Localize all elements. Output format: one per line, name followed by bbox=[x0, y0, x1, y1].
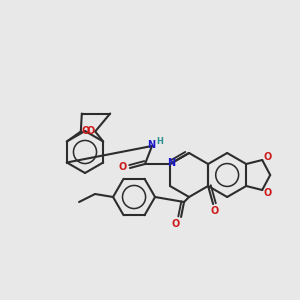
Text: O: O bbox=[172, 219, 180, 229]
Text: O: O bbox=[211, 206, 219, 216]
Text: O: O bbox=[263, 152, 271, 162]
Text: N: N bbox=[167, 158, 175, 168]
Text: H: H bbox=[157, 136, 164, 146]
Text: O: O bbox=[82, 125, 90, 136]
Text: N: N bbox=[147, 140, 155, 150]
Text: O: O bbox=[263, 188, 271, 198]
Text: O: O bbox=[86, 125, 94, 136]
Text: O: O bbox=[119, 162, 127, 172]
